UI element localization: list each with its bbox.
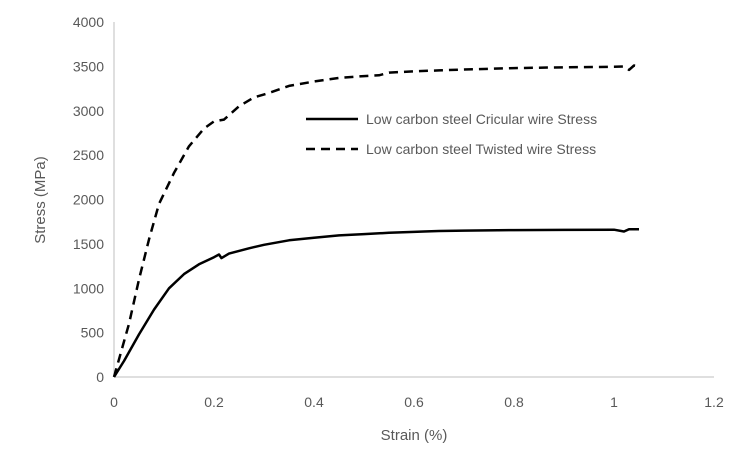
y-tick-label: 2500 — [73, 147, 104, 163]
series-line-twisted — [112, 64, 640, 378]
axes: 0 0.2 0.4 0.6 0.8 1 1.2 0 500 1000 1500 2000 2500 300… — [73, 14, 724, 410]
y-tick-label: 3000 — [73, 103, 104, 119]
x-tick-label: 0 — [110, 394, 118, 410]
x-tick-label: 0.8 — [504, 394, 524, 410]
x-tick-label: 1 — [610, 394, 618, 410]
series-line-circular — [112, 227, 639, 378]
y-tick-label: 500 — [81, 325, 105, 341]
y-tick-label: 1500 — [73, 236, 104, 252]
legend: Low carbon steel Cricular wire Stress Lo… — [306, 111, 597, 157]
y-tick-label: 3500 — [73, 58, 104, 74]
x-tick-label: 0.2 — [204, 394, 224, 410]
legend-label-twisted: Low carbon steel Twisted wire Stress — [366, 141, 596, 157]
y-tick-label: 4000 — [73, 14, 104, 30]
series-layer — [112, 64, 640, 378]
x-tick-label: 1.2 — [704, 394, 724, 410]
x-tick-label: 0.6 — [404, 394, 424, 410]
legend-label-circular: Low carbon steel Cricular wire Stress — [366, 111, 597, 127]
y-tick-label: 2000 — [73, 192, 104, 208]
y-axis-title: Stress (MPa) — [32, 156, 49, 244]
y-tick-label: 0 — [96, 369, 104, 385]
x-axis-title: Strain (%) — [381, 427, 448, 444]
y-tick-label: 1000 — [73, 280, 104, 296]
x-tick-label: 0.4 — [304, 394, 324, 410]
